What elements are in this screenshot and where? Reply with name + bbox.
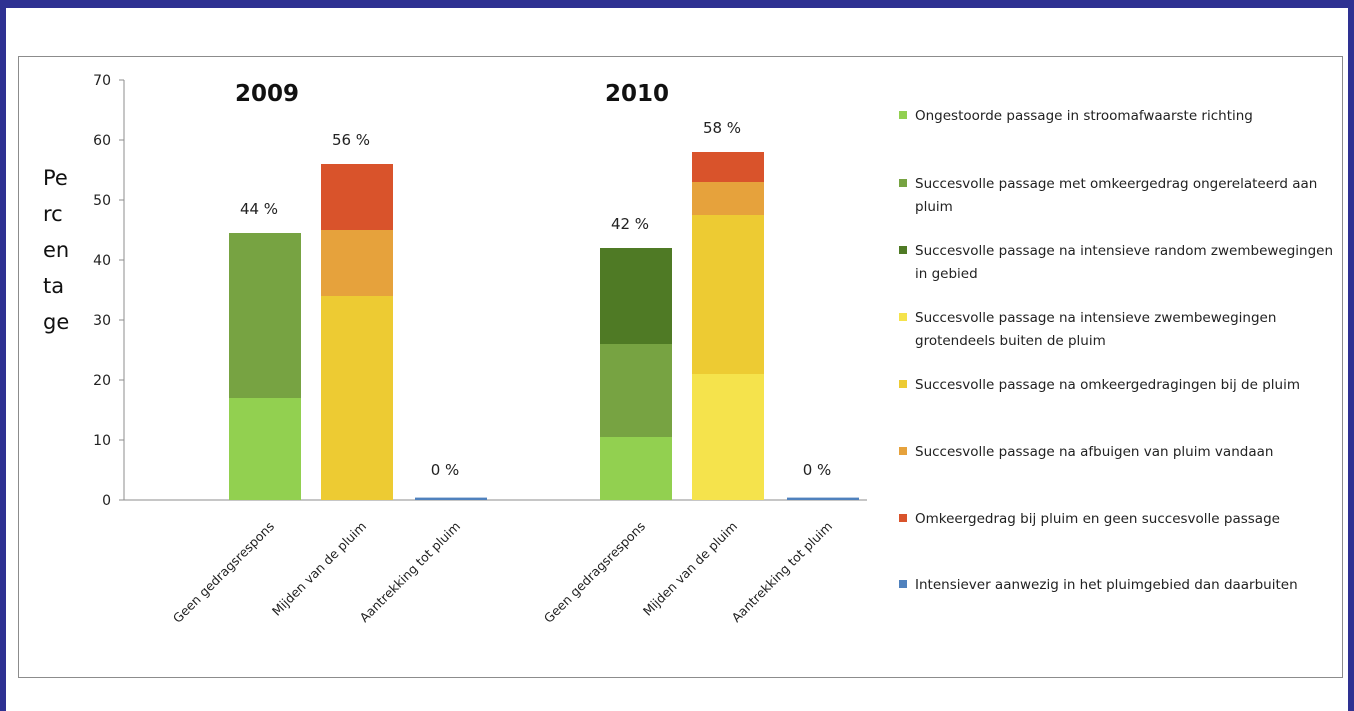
chart-area: 0 10 20 30 40 50 60 70 Pe rc en ta ge 2009 44 % Geen ge… [18, 56, 1343, 678]
legend-label: Succesvolle passage met omkeergedrag ong… [915, 176, 1318, 215]
y-tick-label: 50 [93, 193, 111, 209]
bar-segment [415, 497, 487, 500]
legend-label: Omkeergedrag bij pluim en geen succesvol… [915, 511, 1280, 527]
bar-total-label: 44 % [240, 200, 278, 218]
bar-total-label: 56 % [332, 131, 370, 149]
y-tick-label: 30 [93, 313, 111, 329]
legend-label: Succesvolle passage na intensieve zwembe… [915, 310, 1277, 349]
legend-label: Succesvolle passage na omkeergedragingen… [915, 377, 1300, 393]
legend-label: Succesvolle passage na intensieve random… [915, 243, 1334, 282]
figure-frame: 0 10 20 30 40 50 60 70 Pe rc en ta ge 2009 44 % Geen ge… [6, 8, 1348, 711]
bar-segment [692, 152, 764, 182]
legend-item: Succesvolle passage na omkeergedragingen… [899, 374, 1349, 397]
legend-item: Ongestoorde passage in stroomafwaarste r… [899, 105, 1349, 128]
bar-segment [600, 344, 672, 437]
y-tick-label: 0 [102, 493, 111, 509]
bar-segment [321, 230, 393, 296]
legend-item: Succesvolle passage met omkeergedrag ong… [899, 173, 1349, 219]
bar-segment [692, 215, 764, 374]
bar-segment [600, 248, 672, 344]
bar-total-label: 0 % [431, 461, 460, 479]
legend-label: Succesvolle passage na afbuigen van plui… [915, 444, 1274, 460]
bar-total-label: 58 % [703, 119, 741, 137]
y-axis-label: en [43, 238, 69, 262]
y-axis-label: Pe [43, 166, 68, 190]
legend-label: Intensiever aanwezig in het pluimgebied … [915, 577, 1298, 593]
legend-item: Succesvolle passage na afbuigen van plui… [899, 441, 1349, 464]
y-axis-label: ge [43, 310, 69, 334]
bar-total-label: 0 % [803, 461, 832, 479]
stacked-bar-chart: 0 10 20 30 40 50 60 70 Pe rc en ta ge 2009 44 % Geen ge… [43, 73, 867, 626]
legend-swatch [899, 111, 907, 119]
category-label: Geen gedragsrespons [541, 519, 648, 626]
bar-total-label: 42 % [611, 215, 649, 233]
y-tick-label: 60 [93, 133, 111, 149]
bar-segment [321, 164, 393, 230]
bar-segment [787, 497, 859, 500]
y-tick-label: 40 [93, 253, 111, 269]
y-tick-label: 20 [93, 373, 111, 389]
legend-swatch [899, 313, 907, 321]
chart-title-2010: 2010 [605, 81, 669, 107]
bar-segment [692, 182, 764, 215]
legend-swatch [899, 514, 907, 522]
category-label: Aantrekking tot pluim [729, 519, 836, 626]
legend-item: Succesvolle passage na intensieve zwembe… [899, 307, 1349, 353]
y-axis-label: ta [43, 274, 64, 298]
legend-swatch [899, 179, 907, 187]
y-tick-label: 10 [93, 433, 111, 449]
legend-swatch [899, 380, 907, 388]
y-axis-label: rc [43, 202, 63, 226]
bar-segment [321, 296, 393, 500]
bar-segment [600, 437, 672, 500]
y-tick-label: 70 [93, 73, 111, 89]
legend-label: Ongestoorde passage in stroomafwaarste r… [915, 108, 1253, 124]
category-label: Mijden van de pluim [269, 519, 369, 619]
legend-swatch [899, 447, 907, 455]
legend-swatch [899, 246, 907, 254]
category-label: Mijden van de pluim [640, 519, 740, 619]
bar-segment [229, 233, 301, 398]
legend-swatch [899, 580, 907, 588]
bar-segment [692, 374, 764, 500]
category-label: Geen gedragsrespons [170, 519, 277, 626]
chart-title-2009: 2009 [235, 81, 299, 107]
bar-segment [229, 398, 301, 500]
legend-item: Omkeergedrag bij pluim en geen succesvol… [899, 508, 1349, 531]
legend-item: Succesvolle passage na intensieve random… [899, 240, 1349, 286]
category-label: Aantrekking tot pluim [357, 519, 464, 626]
legend-item: Intensiever aanwezig in het pluimgebied … [899, 574, 1349, 597]
